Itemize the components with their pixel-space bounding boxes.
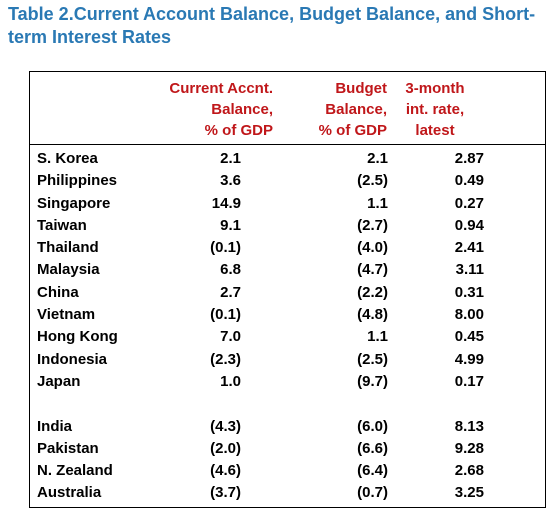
current-account-cell: 2.7: [220, 282, 241, 304]
budget-balance-cell: (0.7): [357, 482, 388, 504]
interest-rate-cell: 4.99: [455, 349, 484, 371]
current-account-cell: 9.1: [220, 215, 241, 237]
country-cell: Malaysia: [37, 259, 100, 281]
country-cell: Philippines: [37, 170, 117, 192]
table-header: Current Accnt. Balance, % of GDP Budget …: [30, 72, 545, 145]
country-cell: Taiwan: [37, 215, 87, 237]
budget-balance-cell: (2.5): [357, 170, 388, 192]
interest-rate-cell: 8.00: [455, 304, 484, 326]
country-cell: Thailand: [37, 237, 99, 259]
table-row: S. Korea 2.1 2.1 2.87: [30, 148, 545, 170]
table-row: Thailand (0.1) (4.0) 2.41: [30, 237, 545, 259]
interest-rate-cell: 0.17: [455, 371, 484, 393]
country-cell: N. Zealand: [37, 460, 113, 482]
current-account-cell: (2.0): [210, 438, 241, 460]
table-row: China 2.7 (2.2) 0.31: [30, 282, 545, 304]
budget-balance-cell: 1.1: [367, 193, 388, 215]
current-account-cell: 7.0: [220, 326, 241, 348]
current-account-cell: (3.7): [210, 482, 241, 504]
country-cell: Singapore: [37, 193, 110, 215]
table-body: S. Korea 2.1 2.1 2.87 Philippines 3.6 (2.5) 0.4…: [30, 148, 545, 505]
interest-rate-cell: 0.27: [455, 193, 484, 215]
header-current-account: Current Accnt. Balance, % of GDP: [113, 78, 273, 141]
country-cell: Pakistan: [37, 438, 99, 460]
table-row: Australia (3.7) (0.7) 3.25: [30, 482, 545, 504]
current-account-cell: 1.0: [220, 371, 241, 393]
interest-rate-cell: 9.28: [455, 438, 484, 460]
budget-balance-cell: (9.7): [357, 371, 388, 393]
current-account-cell: (0.1): [210, 304, 241, 326]
current-account-cell: (4.6): [210, 460, 241, 482]
table-row: Taiwan 9.1 (2.7) 0.94: [30, 215, 545, 237]
table-row: India (4.3) (6.0) 8.13: [30, 416, 545, 438]
table-row: Hong Kong 7.0 1.1 0.45: [30, 326, 545, 348]
current-account-cell: (4.3): [210, 416, 241, 438]
current-account-cell: (0.1): [210, 237, 241, 259]
interest-rate-cell: 0.94: [455, 215, 484, 237]
budget-balance-cell: (6.0): [357, 416, 388, 438]
interest-rate-cell: 3.11: [456, 259, 484, 281]
table-row: Singapore 14.9 1.1 0.27: [30, 193, 545, 215]
header-budget-balance: Budget Balance, % of GDP: [277, 78, 387, 141]
country-cell: Vietnam: [37, 304, 95, 326]
interest-rate-cell: 0.31: [455, 282, 484, 304]
table-row: Malaysia 6.8 (4.7) 3.11: [30, 259, 545, 281]
country-cell: China: [37, 282, 79, 304]
budget-balance-cell: (2.5): [357, 349, 388, 371]
budget-balance-cell: (2.7): [357, 215, 388, 237]
country-cell: Hong Kong: [37, 326, 118, 348]
country-cell: Indonesia: [37, 349, 107, 371]
budget-balance-cell: (4.0): [357, 237, 388, 259]
current-account-cell: 3.6: [220, 170, 241, 192]
country-cell: Japan: [37, 371, 80, 393]
header-interest-rate: 3-month int. rate, latest: [385, 78, 485, 141]
table-row: Philippines 3.6 (2.5) 0.49: [30, 170, 545, 192]
current-account-cell: 2.1: [220, 148, 241, 170]
interest-rate-cell: 0.45: [455, 326, 484, 348]
data-table: Current Accnt. Balance, % of GDP Budget …: [29, 71, 546, 508]
budget-balance-cell: 2.1: [367, 148, 388, 170]
budget-balance-cell: 1.1: [367, 326, 388, 348]
interest-rate-cell: 2.87: [455, 148, 484, 170]
interest-rate-cell: 8.13: [455, 416, 484, 438]
spacer-row: [30, 393, 545, 415]
current-account-cell: 6.8: [220, 259, 241, 281]
budget-balance-cell: (4.7): [357, 259, 388, 281]
table-row: Japan 1.0 (9.7) 0.17: [30, 371, 545, 393]
budget-balance-cell: (6.6): [357, 438, 388, 460]
interest-rate-cell: 0.49: [455, 170, 484, 192]
interest-rate-cell: 2.68: [455, 460, 484, 482]
budget-balance-cell: (4.8): [357, 304, 388, 326]
interest-rate-cell: 3.25: [455, 482, 484, 504]
table-row: Vietnam (0.1) (4.8) 8.00: [30, 304, 545, 326]
budget-balance-cell: (6.4): [357, 460, 388, 482]
table-row: N. Zealand (4.6) (6.4) 2.68: [30, 460, 545, 482]
country-cell: Australia: [37, 482, 101, 504]
interest-rate-cell: 2.41: [455, 237, 484, 259]
table-title: Table 2.Current Account Balance, Budget …: [8, 3, 553, 49]
country-cell: S. Korea: [37, 148, 98, 170]
table-row: Indonesia (2.3) (2.5) 4.99: [30, 349, 545, 371]
table-row: Pakistan (2.0) (6.6) 9.28: [30, 438, 545, 460]
current-account-cell: 14.9: [212, 193, 241, 215]
budget-balance-cell: (2.2): [357, 282, 388, 304]
current-account-cell: (2.3): [210, 349, 241, 371]
country-cell: India: [37, 416, 72, 438]
